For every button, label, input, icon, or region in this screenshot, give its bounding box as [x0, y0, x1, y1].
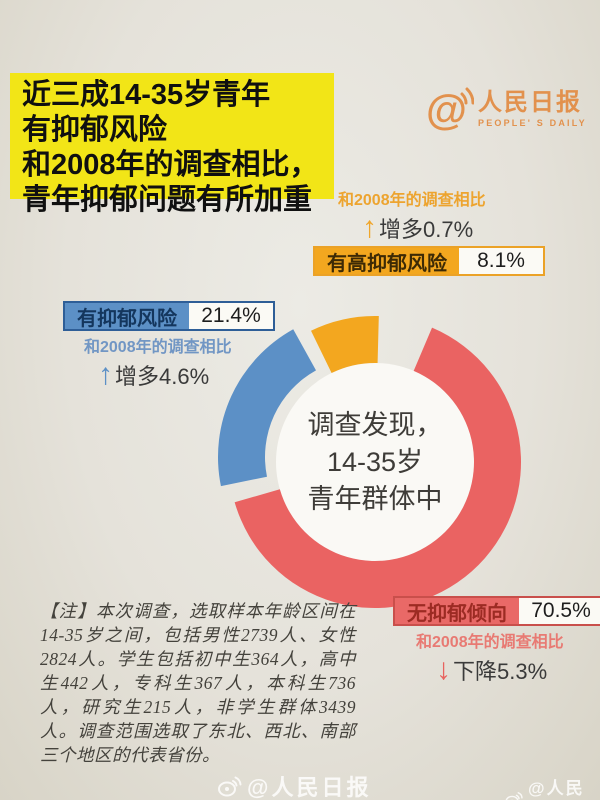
compare-risk-delta: 增多4.6% [115, 364, 210, 389]
compare-risk-caption: 和2008年的调查相比 [84, 339, 232, 356]
headline-line-1: 近三成14-35岁青年 [22, 79, 271, 111]
donut-hole [276, 363, 474, 561]
peoples-daily-logo: @ 人民日报 PEOPLE' S DAILY [424, 84, 587, 136]
logo-subtitle: PEOPLE' S DAILY [478, 118, 587, 128]
donut-chart [214, 305, 536, 621]
center-line-3: 青年群体中 [307, 484, 443, 514]
label-risk: 有抑郁风险 21.4% [63, 301, 275, 331]
watermark-right-text: @人民网 [528, 779, 585, 798]
up-arrow-icon: ↑ [362, 211, 377, 244]
donut-segment-high-orange [311, 316, 379, 374]
compare-none: 和2008年的调查相比 ↓ 下降5.3% [416, 628, 564, 686]
survey-footnote: 【注】本次调查，选取样本年龄区间在14-35岁之间，包括男性2739人、女性28… [40, 601, 356, 765]
compare-high-risk-caption: 和2008年的调查相比 [338, 192, 486, 209]
label-risk-name: 有抑郁风险 [65, 303, 189, 330]
label-none-name: 无抑郁倾向 [395, 598, 519, 625]
logo-name: 人民日报 [478, 89, 582, 116]
label-high-risk-value: 8.1% [459, 248, 543, 274]
label-high-risk-name: 有高抑郁风险 [315, 248, 459, 275]
weibo-icon [218, 776, 242, 797]
at-megaphone-icon: @ [426, 86, 474, 133]
donut-segment-none-red [234, 327, 522, 609]
svg-text:@: @ [426, 86, 467, 133]
watermark-left-text: @人民日报 [247, 775, 372, 800]
headline-box: 近三成14-35岁青年 有抑郁风险 和2008年的调查相比， 青年抑郁问题有所加… [10, 73, 334, 216]
donut-center-text: 调查发现， 14-35岁 青年群体中 [265, 407, 485, 518]
compare-risk: 和2008年的调查相比 ↑ 增多4.6% [84, 333, 232, 391]
headline-line-3: 和2008年的调查相比， [22, 149, 319, 181]
down-arrow-icon: ↓ [436, 653, 451, 686]
center-line-2: 14-35岁 [326, 447, 424, 477]
headline-line-2: 有抑郁风险 [22, 114, 168, 146]
label-high-risk: 有高抑郁风险 8.1% [313, 246, 545, 276]
watermark-peoples-net: @人民网 [504, 774, 600, 800]
label-none-value: 70.5% [519, 598, 600, 624]
up-arrow-icon: ↑ [98, 358, 113, 391]
donut-segment-risk-blue [217, 329, 316, 487]
compare-high-risk-delta: 增多0.7% [379, 217, 474, 242]
compare-none-caption: 和2008年的调查相比 [416, 634, 564, 651]
headline-line-4: 青年抑郁问题有所加重 [22, 184, 313, 216]
donut-svg [217, 316, 522, 609]
compare-none-delta: 下降5.3% [453, 659, 548, 684]
watermark-peoples-daily: @人民日报 [216, 770, 371, 800]
weibo-icon [505, 792, 523, 800]
compare-high-risk: 和2008年的调查相比 ↑ 增多0.7% [338, 186, 486, 244]
center-line-1: 调查发现， [307, 410, 443, 440]
label-none: 无抑郁倾向 70.5% [393, 596, 600, 626]
label-risk-value: 21.4% [189, 303, 273, 329]
